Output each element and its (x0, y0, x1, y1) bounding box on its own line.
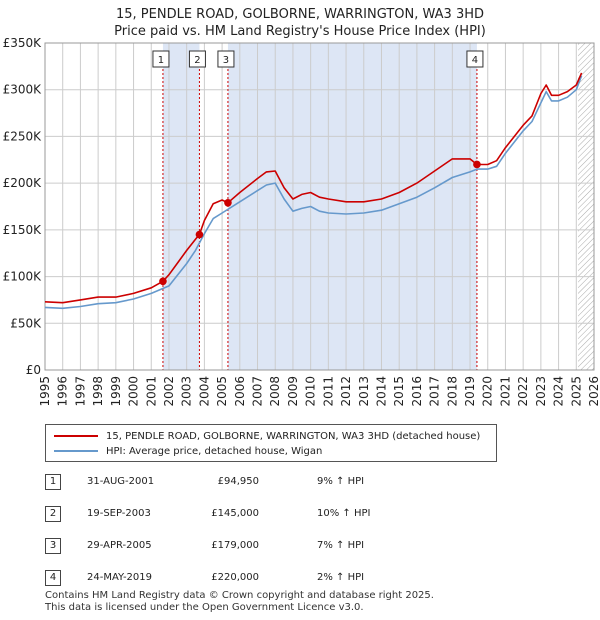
x-tick-label: 2009 (286, 376, 300, 407)
sale-hpi-diff: 10% ↑ HPI (317, 508, 371, 519)
y-tick-label: £200K (3, 176, 43, 190)
sale-row: 4 24-MAY-2019 £220,000 2% ↑ HPI (45, 570, 485, 586)
legend: 15, PENDLE ROAD, GOLBORNE, WARRINGTON, W… (45, 424, 497, 462)
chart-title: 15, PENDLE ROAD, GOLBORNE, WARRINGTON, W… (0, 6, 600, 40)
x-tick-label: 2022 (516, 376, 530, 407)
sale-annotation-box (466, 50, 484, 68)
sale-point (195, 230, 204, 239)
legend-label-hpi: HPI: Average price, detached house, Wiga… (106, 445, 323, 457)
sale-annotation-box (188, 50, 206, 68)
footer-attribution: Contains HM Land Registry data © Crown c… (45, 590, 434, 614)
sale-price: £220,000 (211, 572, 259, 583)
legend-swatch-hpi (54, 450, 98, 452)
chart-title-line1: 15, PENDLE ROAD, GOLBORNE, WARRINGTON, W… (115, 7, 485, 22)
x-tick-label: 2024 (552, 376, 566, 407)
sale-price: £145,000 (211, 508, 259, 519)
y-tick-label: £100K (3, 270, 43, 284)
legend-item-property: 15, PENDLE ROAD, GOLBORNE, WARRINGTON, W… (54, 429, 480, 443)
plot-frame (44, 42, 595, 371)
x-tick-label: 2001 (144, 376, 158, 407)
sale-hpi-diff: 2% ↑ HPI (317, 572, 365, 583)
sale-point (159, 277, 167, 286)
sale-number: 1 (45, 474, 61, 490)
sale-row: 2 19-SEP-2003 £145,000 10% ↑ HPI (45, 506, 485, 522)
ownership-shade (227, 43, 477, 370)
sale-row: 3 29-APR-2005 £179,000 7% ↑ HPI (45, 538, 485, 554)
x-tick-label: 2004 (197, 376, 211, 407)
x-tick-label: 2021 (498, 376, 512, 407)
chart-title-line2: Price paid vs. HM Land Registry's House … (114, 24, 486, 39)
y-tick-label: £300K (3, 83, 43, 97)
sale-annotation-label: 2 (194, 55, 200, 66)
sale-date: 31-AUG-2001 (87, 476, 155, 487)
ownership-shade (162, 43, 200, 370)
sale-date: 19-SEP-2003 (87, 508, 151, 519)
sale-price: £179,000 (211, 540, 259, 551)
x-tick-label: 2008 (268, 376, 282, 407)
x-tick-label: 1996 (56, 376, 70, 407)
sale-number: 3 (45, 538, 61, 554)
x-tick-label: 2000 (127, 376, 141, 407)
x-tick-label: 2019 (463, 376, 477, 407)
sale-hpi-diff: 7% ↑ HPI (317, 540, 365, 551)
x-tick-label: 2026 (587, 376, 600, 407)
x-tick-label: 2002 (162, 376, 176, 407)
x-tick-label: 2020 (481, 376, 495, 407)
property-price-line (44, 72, 583, 304)
y-tick-label: £50K (10, 316, 42, 330)
sale-annotation-label: 1 (158, 55, 164, 66)
sale-date: 24-MAY-2019 (87, 572, 153, 583)
sale-price: £94,950 (217, 476, 259, 487)
x-tick-label: 2025 (569, 376, 583, 407)
legend-swatch-property (54, 435, 98, 437)
x-tick-label: 2018 (445, 376, 459, 407)
x-tick-label: 2014 (374, 376, 388, 407)
sale-hpi-diff: 9% ↑ HPI (317, 476, 365, 487)
x-tick-label: 2006 (233, 376, 247, 407)
sale-annotation-label: 3 (223, 55, 229, 66)
x-tick-label: 2005 (215, 376, 229, 407)
y-tick-label: £250K (3, 129, 43, 143)
projection-hatch (578, 43, 594, 370)
x-tick-label: 2013 (357, 376, 371, 407)
x-tick-label: 1995 (38, 376, 52, 407)
x-tick-label: 2007 (251, 376, 265, 407)
x-tick-label: 2010 (304, 376, 318, 407)
legend-label-property: 15, PENDLE ROAD, GOLBORNE, WARRINGTON, W… (106, 430, 481, 442)
x-tick-label: 2003 (180, 376, 194, 407)
sale-row: 1 31-AUG-2001 £94,950 9% ↑ HPI (45, 474, 485, 490)
sale-point (473, 160, 481, 169)
x-tick-label: 2011 (321, 376, 335, 407)
footer-line1: Contains HM Land Registry data © Crown c… (45, 590, 434, 601)
sale-date: 29-APR-2005 (87, 540, 152, 551)
sale-number: 2 (45, 506, 61, 522)
sale-annotation-label: 4 (472, 55, 478, 66)
x-tick-label: 1999 (109, 376, 123, 407)
x-tick-label: 2017 (428, 376, 442, 407)
x-tick-label: 2023 (534, 376, 548, 407)
x-tick-label: 1997 (73, 376, 87, 407)
x-tick-label: 1998 (91, 376, 105, 407)
sale-number: 4 (45, 570, 61, 586)
y-tick-label: £350K (3, 36, 43, 50)
footer-line2: This data is licensed under the Open Gov… (45, 602, 364, 613)
x-tick-label: 2016 (410, 376, 424, 407)
x-tick-label: 2015 (392, 376, 406, 407)
x-tick-label: 2012 (339, 376, 353, 407)
sale-annotation-box (152, 50, 170, 68)
hpi-line (44, 75, 583, 310)
price-chart: 1 2 3 4 £0 £50K £100K £150K £200K £250K £300K £350K… (3, 36, 600, 407)
y-tick-label: £150K (3, 223, 43, 237)
sale-point (224, 198, 232, 207)
sale-annotation-box (217, 50, 235, 68)
y-tick-label: £0 (26, 363, 41, 377)
legend-item-hpi: HPI: Average price, detached house, Wiga… (54, 444, 322, 458)
